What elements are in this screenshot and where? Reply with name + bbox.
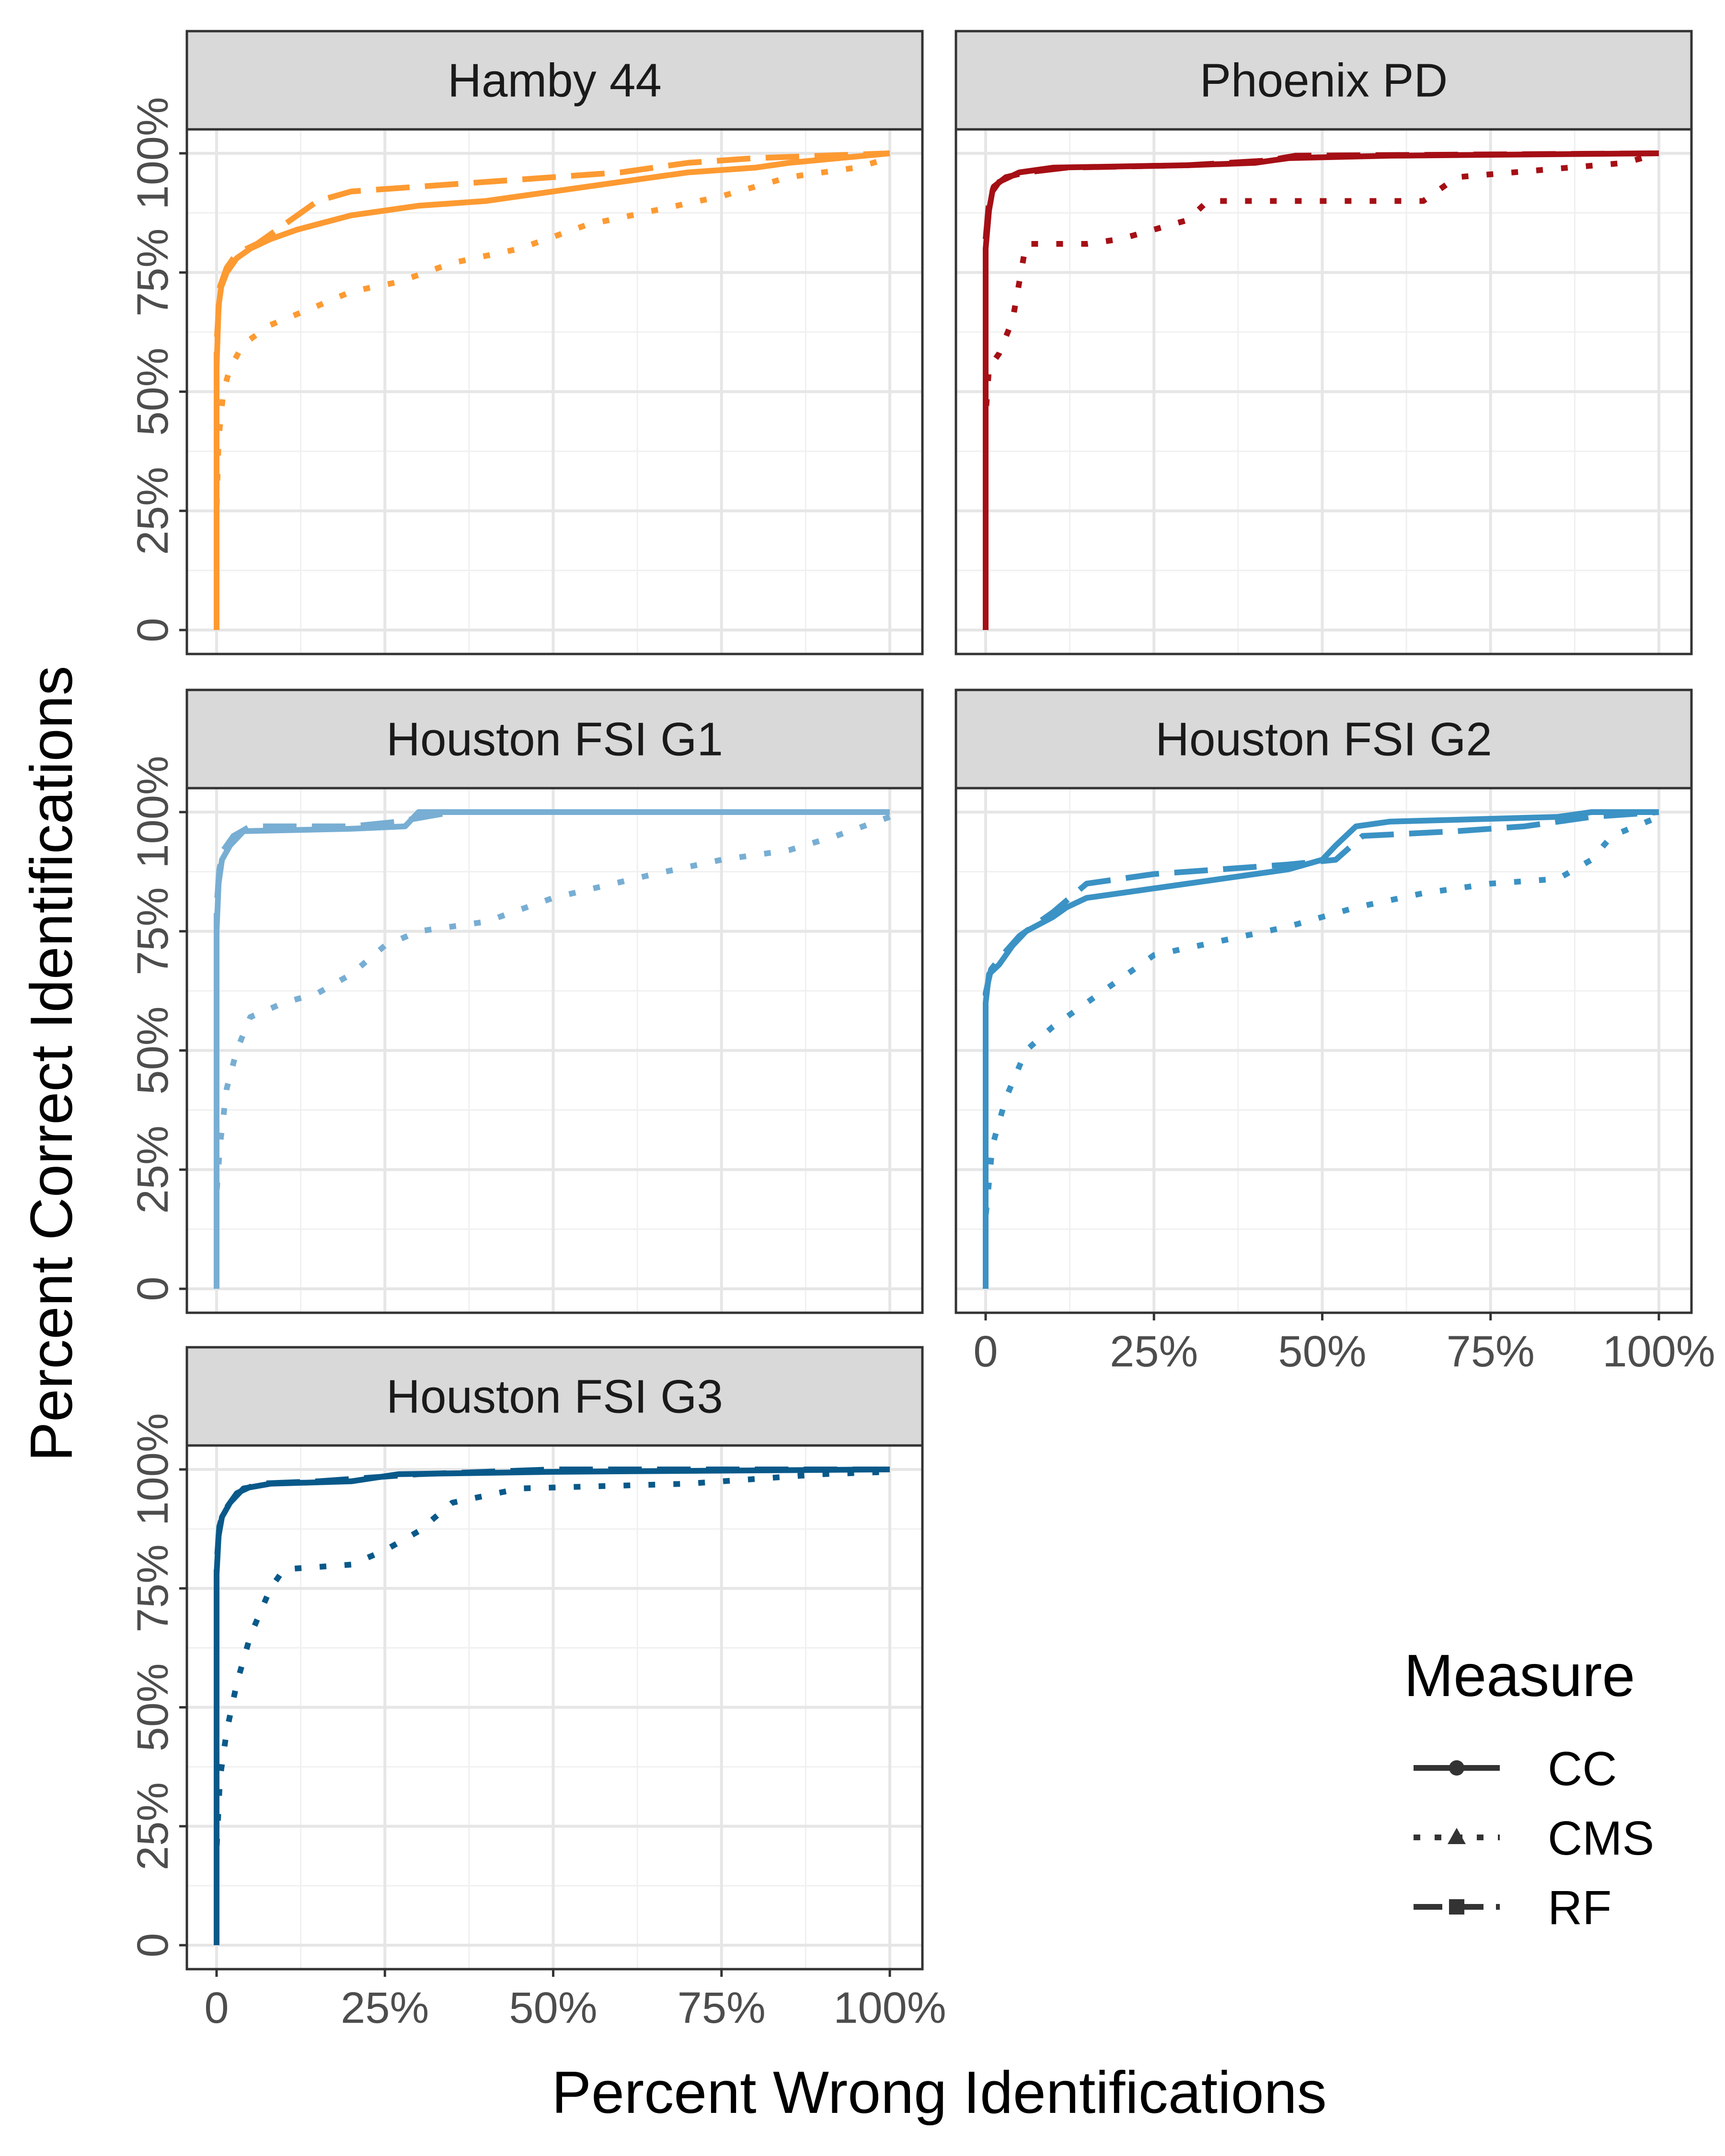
panel-border	[954, 128, 1693, 655]
x-tick-label: 50%	[1278, 1327, 1366, 1376]
panel-strip	[185, 1346, 924, 1447]
x-tick-label: 100%	[833, 1984, 946, 2032]
y-tick-label: 100%	[128, 97, 177, 209]
x-tick-label: 0	[973, 1327, 998, 1376]
x-tick-label: 75%	[1447, 1327, 1535, 1376]
panel-0: Hamby 44	[185, 30, 924, 655]
series-line-rf	[214, 150, 890, 630]
axes: 0 25% 50% 75% 100% 0 25% 50% 75% 100% 0 25% 50% 75% 10…	[128, 97, 1715, 2032]
series-line-rf	[214, 1467, 890, 1945]
panel-2: Houston FSI G1	[185, 688, 924, 1314]
y-tick-label: 50%	[128, 1663, 177, 1751]
legend-item-cms: CMS	[1414, 1812, 1654, 1865]
panel-title: Houston FSI G2	[1155, 713, 1492, 766]
series-line-rf	[983, 150, 1659, 630]
y-tick-label: 75%	[128, 229, 177, 317]
legend-key-marker-circle	[1449, 1760, 1464, 1776]
y-tick-label: 25%	[128, 1125, 177, 1214]
panel-4: Houston FSI G3	[185, 1346, 924, 1971]
y-tick-label: 0	[128, 1933, 177, 1957]
x-tick-label: 25%	[1110, 1327, 1198, 1376]
legend-label: CMS	[1548, 1812, 1654, 1865]
y-tick-label: 75%	[128, 887, 177, 975]
x-tick-label: 75%	[678, 1984, 766, 2032]
x-tick-label: 25%	[341, 1984, 429, 2032]
panel-title: Phoenix PD	[1200, 54, 1448, 107]
panel-title: Houston FSI G1	[386, 713, 723, 766]
x-tick-label: 50%	[509, 1984, 597, 2032]
y-tick-label: 25%	[128, 1782, 177, 1870]
panel-3: Houston FSI G2	[954, 688, 1693, 1314]
legend-item-rf: RF	[1414, 1881, 1611, 1935]
y-tick-label: 0	[128, 618, 177, 642]
panel-border	[954, 787, 1693, 1314]
legend-label: RF	[1548, 1881, 1611, 1935]
panel-strip	[185, 30, 924, 131]
series-line-cc	[214, 150, 890, 630]
y-tick-label: 100%	[128, 1413, 177, 1525]
series-line-cms	[983, 814, 1660, 1289]
legend-item-cc: CC	[1414, 1742, 1617, 1796]
y-axis-title: Percent Correct Identifications	[19, 666, 85, 1462]
panel-title: Houston FSI G3	[386, 1370, 723, 1423]
panel-1: Phoenix PD	[954, 30, 1693, 655]
y-tick-label: 75%	[128, 1544, 177, 1632]
legend-title: Measure	[1404, 1643, 1635, 1709]
y-tick-label: 50%	[128, 1006, 177, 1094]
panel-strip	[954, 688, 1693, 790]
panels: Hamby 44 Phoenix PD Houston FSI G1 Houston …	[185, 30, 1693, 1971]
y-tick-label: 100%	[128, 756, 177, 868]
y-tick-label: 50%	[128, 347, 177, 436]
legend-key-marker-triangle	[1448, 1828, 1466, 1844]
series-line-cms	[214, 155, 891, 630]
x-axis-title: Percent Wrong Identifications	[552, 2060, 1326, 2126]
y-tick-label: 25%	[128, 467, 177, 555]
x-tick-label: 0	[204, 1984, 229, 2032]
series-line-cc	[983, 809, 1659, 1289]
panel-title: Hamby 44	[448, 54, 662, 107]
x-tick-label: 100%	[1602, 1327, 1715, 1376]
panel-strip	[185, 688, 924, 790]
series-line-rf	[214, 809, 890, 1289]
legend-label: CC	[1548, 1742, 1617, 1796]
series-line-rf	[983, 809, 1659, 1289]
legend: Measure CC CMS RF	[1404, 1643, 1654, 1935]
y-tick-label: 0	[128, 1276, 177, 1301]
legend-key-marker-square	[1449, 1899, 1464, 1915]
